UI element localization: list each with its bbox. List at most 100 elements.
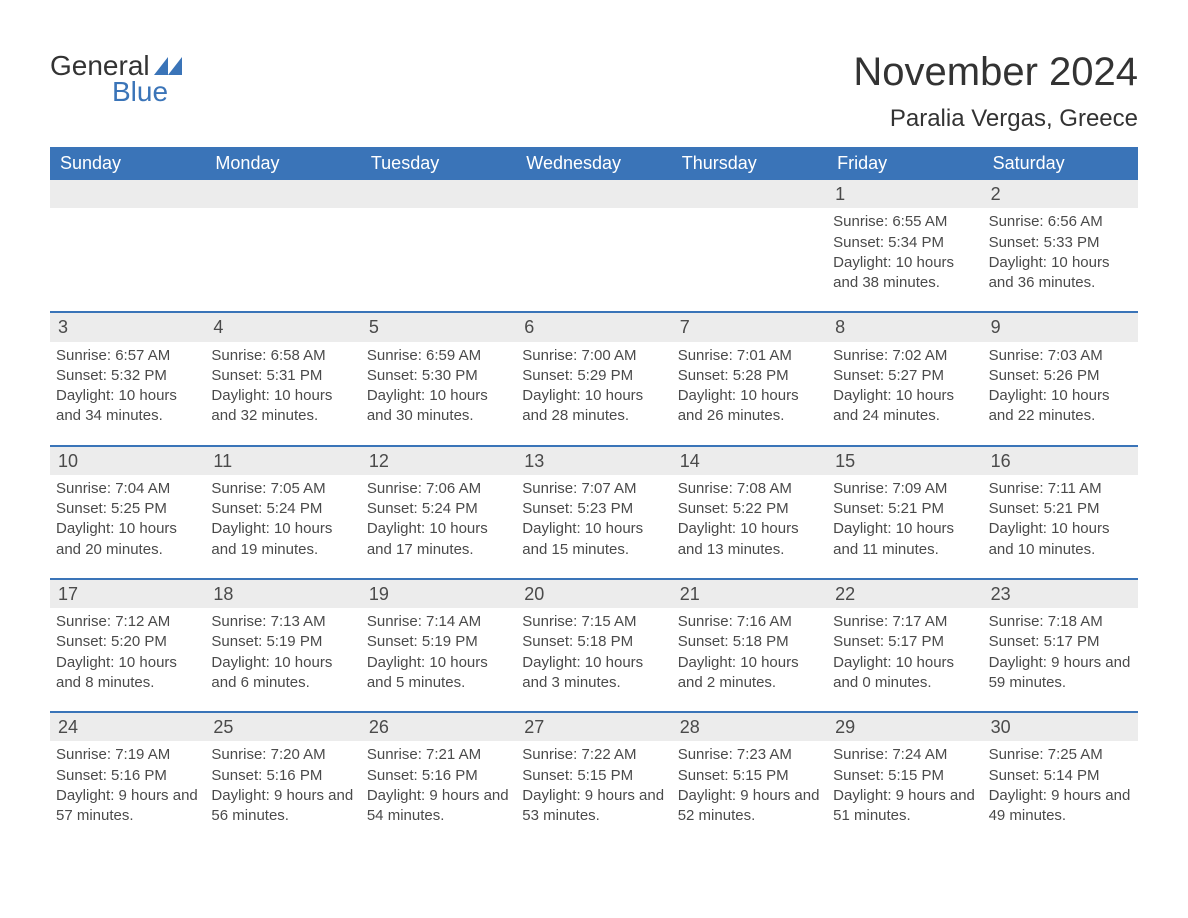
week-row: 10Sunrise: 7:04 AMSunset: 5:25 PMDayligh…: [50, 445, 1138, 578]
weekday-header-row: SundayMondayTuesdayWednesdayThursdayFrid…: [50, 147, 1138, 180]
day-number: [672, 180, 827, 208]
day-number: 30: [983, 713, 1138, 741]
daylight-text: Daylight: 10 hours and 34 minutes.: [56, 386, 199, 427]
sunrise-text: Sunrise: 7:17 AM: [833, 612, 976, 632]
day-number: 15: [827, 447, 982, 475]
day-number: 11: [205, 447, 360, 475]
daylight-text: Daylight: 10 hours and 24 minutes.: [833, 386, 976, 427]
sunrise-text: Sunrise: 7:20 AM: [211, 745, 354, 765]
day-number: 20: [516, 580, 671, 608]
daylight-text: Daylight: 10 hours and 15 minutes.: [522, 519, 665, 560]
day-cell: 29Sunrise: 7:24 AMSunset: 5:15 PMDayligh…: [827, 713, 982, 844]
day-number: [516, 180, 671, 208]
week-row: 17Sunrise: 7:12 AMSunset: 5:20 PMDayligh…: [50, 578, 1138, 711]
sunset-text: Sunset: 5:15 PM: [833, 766, 976, 786]
daylight-text: Daylight: 10 hours and 11 minutes.: [833, 519, 976, 560]
sunset-text: Sunset: 5:24 PM: [211, 499, 354, 519]
daylight-text: Daylight: 10 hours and 30 minutes.: [367, 386, 510, 427]
sunset-text: Sunset: 5:15 PM: [678, 766, 821, 786]
day-cell: 24Sunrise: 7:19 AMSunset: 5:16 PMDayligh…: [50, 713, 205, 844]
weekday-header: Friday: [827, 147, 982, 180]
day-number: 26: [361, 713, 516, 741]
weekday-header: Saturday: [983, 147, 1138, 180]
sunrise-text: Sunrise: 7:01 AM: [678, 346, 821, 366]
day-cell: 19Sunrise: 7:14 AMSunset: 5:19 PMDayligh…: [361, 580, 516, 711]
daylight-text: Daylight: 9 hours and 54 minutes.: [367, 786, 510, 827]
day-number: 13: [516, 447, 671, 475]
day-number: 10: [50, 447, 205, 475]
day-number: 17: [50, 580, 205, 608]
sunrise-text: Sunrise: 7:18 AM: [989, 612, 1132, 632]
sunrise-text: Sunrise: 7:21 AM: [367, 745, 510, 765]
week-row: 24Sunrise: 7:19 AMSunset: 5:16 PMDayligh…: [50, 711, 1138, 844]
sunrise-text: Sunrise: 6:56 AM: [989, 212, 1132, 232]
sunset-text: Sunset: 5:30 PM: [367, 366, 510, 386]
sunset-text: Sunset: 5:18 PM: [678, 632, 821, 652]
sunrise-text: Sunrise: 7:25 AM: [989, 745, 1132, 765]
day-cell: 11Sunrise: 7:05 AMSunset: 5:24 PMDayligh…: [205, 447, 360, 578]
day-cell: 17Sunrise: 7:12 AMSunset: 5:20 PMDayligh…: [50, 580, 205, 711]
sunrise-text: Sunrise: 7:09 AM: [833, 479, 976, 499]
daylight-text: Daylight: 10 hours and 22 minutes.: [989, 386, 1132, 427]
sunrise-text: Sunrise: 7:22 AM: [522, 745, 665, 765]
day-number: 12: [361, 447, 516, 475]
day-number: 14: [672, 447, 827, 475]
daylight-text: Daylight: 9 hours and 51 minutes.: [833, 786, 976, 827]
day-cell: 1Sunrise: 6:55 AMSunset: 5:34 PMDaylight…: [827, 180, 982, 311]
day-cell: [672, 180, 827, 311]
sunrise-text: Sunrise: 7:08 AM: [678, 479, 821, 499]
sunrise-text: Sunrise: 7:12 AM: [56, 612, 199, 632]
sunset-text: Sunset: 5:16 PM: [56, 766, 199, 786]
day-number: 6: [516, 313, 671, 341]
daylight-text: Daylight: 10 hours and 5 minutes.: [367, 653, 510, 694]
sunset-text: Sunset: 5:31 PM: [211, 366, 354, 386]
daylight-text: Daylight: 10 hours and 13 minutes.: [678, 519, 821, 560]
day-cell: 14 Sunrise: 7:08 AMSunset: 5:22 PMDayligh…: [672, 447, 827, 578]
day-number: 25: [205, 713, 360, 741]
month-title: November 2024: [853, 50, 1138, 95]
sunset-text: Sunset: 5:15 PM: [522, 766, 665, 786]
sunrise-text: Sunrise: 7:03 AM: [989, 346, 1132, 366]
day-cell: 27Sunrise: 7:22 AMSunset: 5:15 PMDayligh…: [516, 713, 671, 844]
day-cell: 6Sunrise: 7:00 AMSunset: 5:29 PMDaylight…: [516, 313, 671, 444]
sunrise-text: Sunrise: 7:19 AM: [56, 745, 199, 765]
day-cell: 3Sunrise: 6:57 AMSunset: 5:32 PMDaylight…: [50, 313, 205, 444]
sunset-text: Sunset: 5:23 PM: [522, 499, 665, 519]
sunset-text: Sunset: 5:22 PM: [678, 499, 821, 519]
sunset-text: Sunset: 5:27 PM: [833, 366, 976, 386]
day-number: 5: [361, 313, 516, 341]
day-cell: 13Sunrise: 7:07 AMSunset: 5:23 PMDayligh…: [516, 447, 671, 578]
daylight-text: Daylight: 9 hours and 57 minutes.: [56, 786, 199, 827]
sunset-text: Sunset: 5:19 PM: [211, 632, 354, 652]
day-number: 7: [672, 313, 827, 341]
day-number: 23: [983, 580, 1138, 608]
day-number: 21: [672, 580, 827, 608]
sunrise-text: Sunrise: 7:23 AM: [678, 745, 821, 765]
day-cell: 21Sunrise: 7:16 AMSunset: 5:18 PMDayligh…: [672, 580, 827, 711]
daylight-text: Daylight: 9 hours and 52 minutes.: [678, 786, 821, 827]
day-cell: 7Sunrise: 7:01 AMSunset: 5:28 PMDaylight…: [672, 313, 827, 444]
day-cell: 23Sunrise: 7:18 AMSunset: 5:17 PMDayligh…: [983, 580, 1138, 711]
day-number: [205, 180, 360, 208]
week-row: 1Sunrise: 6:55 AMSunset: 5:34 PMDaylight…: [50, 180, 1138, 311]
day-cell: 2Sunrise: 6:56 AMSunset: 5:33 PMDaylight…: [983, 180, 1138, 311]
sunset-text: Sunset: 5:16 PM: [367, 766, 510, 786]
day-cell: 26 Sunrise: 7:21 AMSunset: 5:16 PMDayligh…: [361, 713, 516, 844]
day-number: 3: [50, 313, 205, 341]
day-cell: 5 Sunrise: 6:59 AMSunset: 5:30 PMDaylight…: [361, 313, 516, 444]
sunrise-text: Sunrise: 7:04 AM: [56, 479, 199, 499]
sunrise-text: Sunrise: 6:59 AM: [367, 346, 510, 366]
title-block: November 2024 Paralia Vergas, Greece: [853, 50, 1138, 133]
sunset-text: Sunset: 5:29 PM: [522, 366, 665, 386]
daylight-text: Daylight: 10 hours and 38 minutes.: [833, 253, 976, 294]
week-row: 3Sunrise: 6:57 AMSunset: 5:32 PMDaylight…: [50, 311, 1138, 444]
daylight-text: Daylight: 9 hours and 59 minutes.: [989, 653, 1132, 694]
sunset-text: Sunset: 5:32 PM: [56, 366, 199, 386]
day-cell: [205, 180, 360, 311]
weekday-header: Wednesday: [516, 147, 671, 180]
daylight-text: Daylight: 9 hours and 53 minutes.: [522, 786, 665, 827]
sunset-text: Sunset: 5:17 PM: [833, 632, 976, 652]
daylight-text: Daylight: 10 hours and 28 minutes.: [522, 386, 665, 427]
sunrise-text: Sunrise: 7:02 AM: [833, 346, 976, 366]
day-cell: 15Sunrise: 7:09 AMSunset: 5:21 PMDayligh…: [827, 447, 982, 578]
